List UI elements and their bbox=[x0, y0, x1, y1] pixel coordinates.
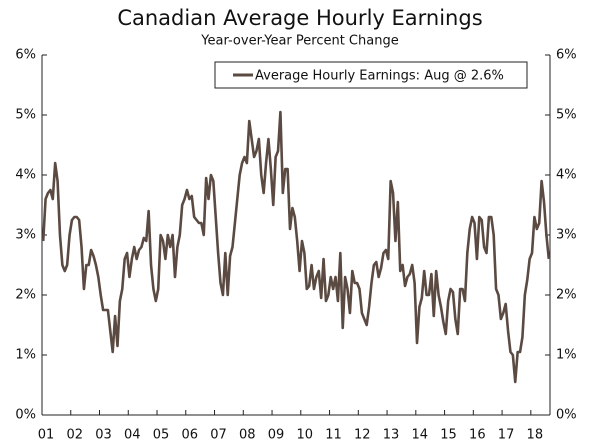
x-tick-label: 04 bbox=[124, 428, 141, 443]
x-tick-label: 13 bbox=[383, 428, 400, 443]
x-tick-label: 01 bbox=[38, 428, 55, 443]
y2-tick-label: 0% bbox=[556, 408, 577, 423]
x-tick-label: 06 bbox=[182, 428, 199, 443]
y2-tick-label: 3% bbox=[556, 228, 577, 243]
data-line bbox=[41, 110, 551, 384]
y2-tick-label: 1% bbox=[556, 348, 577, 363]
x-tick-label: 14 bbox=[412, 428, 429, 443]
x-tick-label: 18 bbox=[527, 428, 544, 443]
y-tick-label: 3% bbox=[15, 228, 36, 243]
x-tick-label: 05 bbox=[153, 428, 170, 443]
y-tick-label: 4% bbox=[15, 168, 36, 183]
y-tick-label: 5% bbox=[15, 108, 36, 123]
legend-label: Average Hourly Earnings: Aug @ 2.6% bbox=[255, 69, 504, 84]
y-tick-label: 0% bbox=[15, 408, 36, 423]
chart-title: Canadian Average Hourly Earnings bbox=[117, 6, 482, 30]
y2-tick-label: 4% bbox=[556, 168, 577, 183]
x-tick-label: 12 bbox=[354, 428, 371, 443]
chart-subtitle: Year-over-Year Percent Change bbox=[200, 34, 398, 49]
y2-tick-label: 6% bbox=[556, 48, 577, 63]
x-tick-label: 09 bbox=[268, 428, 285, 443]
x-tick-label: 08 bbox=[239, 428, 256, 443]
x-tick-label: 15 bbox=[440, 428, 457, 443]
x-tick-label: 17 bbox=[498, 428, 515, 443]
x-tick-label: 03 bbox=[95, 428, 112, 443]
x-tick-label: 16 bbox=[469, 428, 486, 443]
y2-tick-label: 5% bbox=[556, 108, 577, 123]
x-tick-label: 07 bbox=[210, 428, 227, 443]
x-tick-label: 11 bbox=[325, 428, 342, 443]
legend-box bbox=[214, 61, 528, 89]
y-tick-label: 6% bbox=[15, 48, 36, 63]
y-tick-label: 2% bbox=[15, 288, 36, 303]
x-tick-label: 02 bbox=[66, 428, 83, 443]
x-tick-label: 10 bbox=[297, 428, 314, 443]
y-tick-label: 1% bbox=[15, 348, 36, 363]
y2-tick-label: 2% bbox=[556, 288, 577, 303]
